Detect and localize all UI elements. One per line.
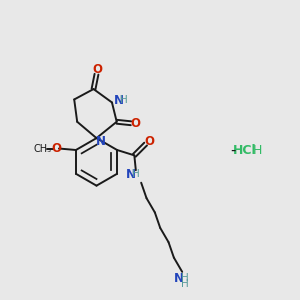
- Text: N: N: [96, 135, 106, 148]
- Text: H: H: [253, 143, 262, 157]
- Text: CH₃: CH₃: [33, 143, 51, 154]
- Text: O: O: [145, 135, 155, 148]
- Text: O: O: [52, 142, 61, 155]
- Text: -: -: [230, 142, 235, 158]
- Text: O: O: [130, 117, 140, 130]
- Text: H: H: [132, 169, 140, 179]
- Text: H: H: [120, 95, 128, 105]
- Text: H: H: [181, 273, 189, 284]
- Text: HCl: HCl: [233, 143, 257, 157]
- Text: N: N: [113, 94, 124, 107]
- Text: H: H: [181, 279, 189, 289]
- Text: O: O: [92, 63, 102, 76]
- Text: N: N: [125, 168, 136, 181]
- Text: N: N: [174, 272, 184, 285]
